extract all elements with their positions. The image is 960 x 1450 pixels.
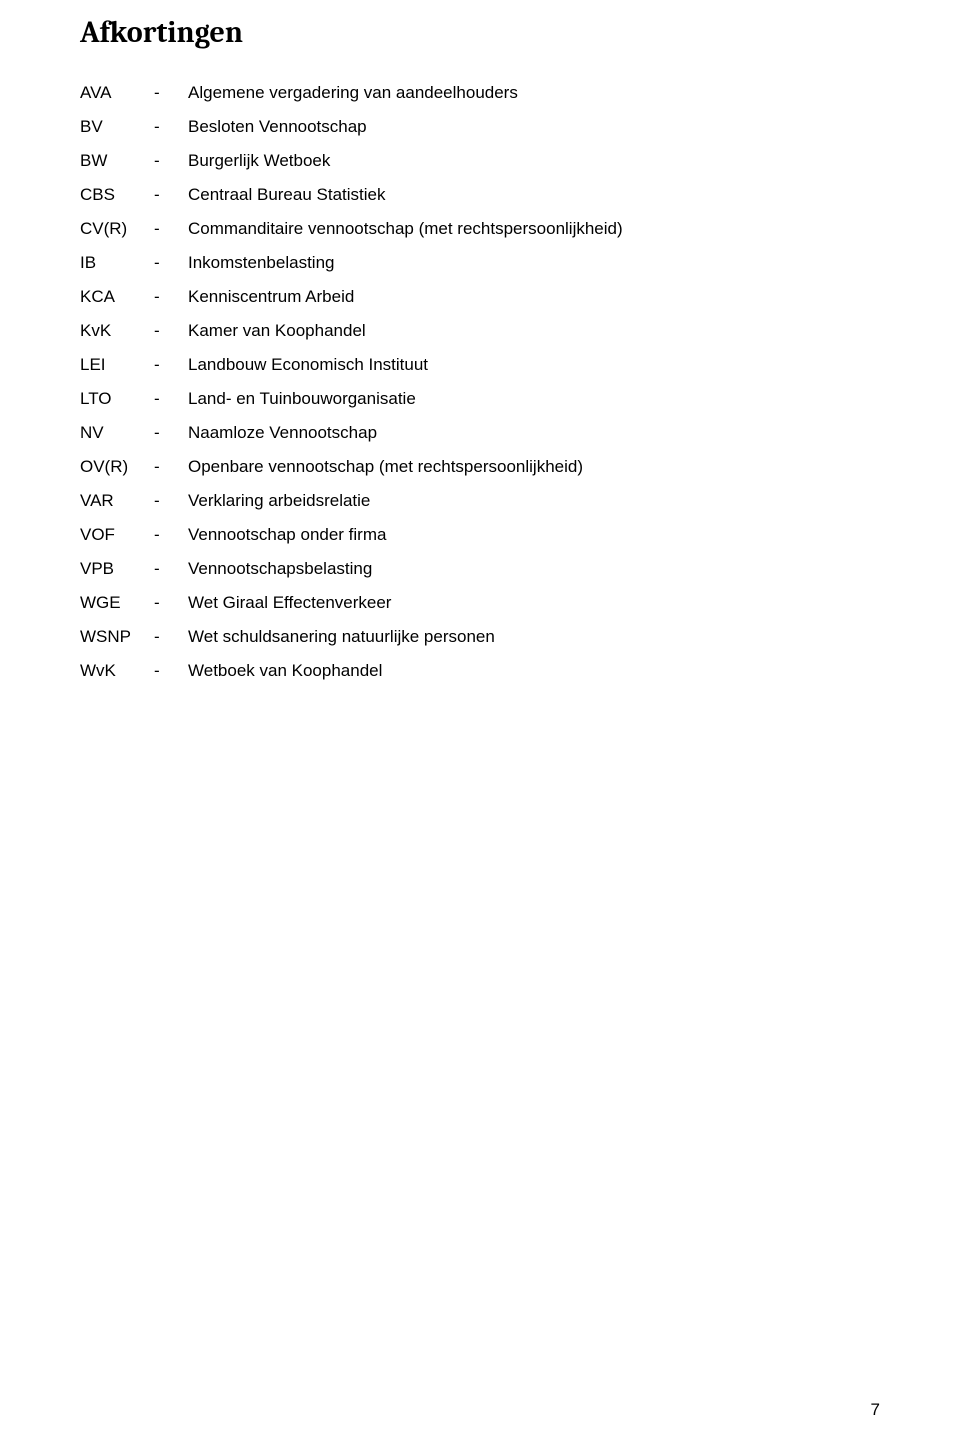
abbr-code: WvK bbox=[80, 654, 154, 688]
abbr-description: Wet schuldsanering natuurlijke personen bbox=[188, 620, 880, 654]
abbr-code: BV bbox=[80, 110, 154, 144]
table-row: NV - Naamloze Vennootschap bbox=[80, 416, 880, 450]
dash-separator: - bbox=[154, 382, 188, 416]
dash-separator: - bbox=[154, 450, 188, 484]
table-row: WSNP - Wet schuldsanering natuurlijke pe… bbox=[80, 620, 880, 654]
abbr-code: NV bbox=[80, 416, 154, 450]
abbr-description: Openbare vennootschap (met rechtspersoon… bbox=[188, 450, 880, 484]
dash-separator: - bbox=[154, 212, 188, 246]
abbr-code: KvK bbox=[80, 314, 154, 348]
table-row: BV - Besloten Vennootschap bbox=[80, 110, 880, 144]
table-row: IB - Inkomstenbelasting bbox=[80, 246, 880, 280]
abbr-code: LEI bbox=[80, 348, 154, 382]
table-row: LEI - Landbouw Economisch Instituut bbox=[80, 348, 880, 382]
table-row: LTO - Land- en Tuinbouworganisatie bbox=[80, 382, 880, 416]
dash-separator: - bbox=[154, 246, 188, 280]
dash-separator: - bbox=[154, 110, 188, 144]
dash-separator: - bbox=[154, 76, 188, 110]
table-row: KCA - Kenniscentrum Arbeid bbox=[80, 280, 880, 314]
abbr-description: Kenniscentrum Arbeid bbox=[188, 280, 880, 314]
abbr-code: CBS bbox=[80, 178, 154, 212]
abbr-description: Commanditaire vennootschap (met rechtspe… bbox=[188, 212, 880, 246]
dash-separator: - bbox=[154, 280, 188, 314]
page-title: Afkortingen bbox=[80, 15, 880, 50]
abbr-description: Kamer van Koophandel bbox=[188, 314, 880, 348]
table-row: WvK - Wetboek van Koophandel bbox=[80, 654, 880, 688]
page-number: 7 bbox=[871, 1400, 880, 1420]
abbr-code: OV(R) bbox=[80, 450, 154, 484]
abbr-description: Wet Giraal Effectenverkeer bbox=[188, 586, 880, 620]
table-row: BW - Burgerlijk Wetboek bbox=[80, 144, 880, 178]
abbr-description: Wetboek van Koophandel bbox=[188, 654, 880, 688]
table-row: WGE - Wet Giraal Effectenverkeer bbox=[80, 586, 880, 620]
abbr-code: LTO bbox=[80, 382, 154, 416]
abbr-description: Land- en Tuinbouworganisatie bbox=[188, 382, 880, 416]
abbr-code: KCA bbox=[80, 280, 154, 314]
abbr-code: BW bbox=[80, 144, 154, 178]
page: Afkortingen AVA - Algemene vergadering v… bbox=[0, 0, 960, 1450]
dash-separator: - bbox=[154, 620, 188, 654]
table-row: VAR - Verklaring arbeidsrelatie bbox=[80, 484, 880, 518]
abbr-code: VAR bbox=[80, 484, 154, 518]
dash-separator: - bbox=[154, 416, 188, 450]
table-row: VOF - Vennootschap onder firma bbox=[80, 518, 880, 552]
abbreviation-table: AVA - Algemene vergadering van aandeelho… bbox=[80, 76, 880, 688]
abbr-description: Landbouw Economisch Instituut bbox=[188, 348, 880, 382]
dash-separator: - bbox=[154, 144, 188, 178]
dash-separator: - bbox=[154, 586, 188, 620]
table-row: OV(R) - Openbare vennootschap (met recht… bbox=[80, 450, 880, 484]
abbr-description: Naamloze Vennootschap bbox=[188, 416, 880, 450]
abbr-description: Besloten Vennootschap bbox=[188, 110, 880, 144]
abbr-code: WGE bbox=[80, 586, 154, 620]
table-row: KvK - Kamer van Koophandel bbox=[80, 314, 880, 348]
table-row: CBS - Centraal Bureau Statistiek bbox=[80, 178, 880, 212]
abbr-description: Burgerlijk Wetboek bbox=[188, 144, 880, 178]
table-row: VPB - Vennootschapsbelasting bbox=[80, 552, 880, 586]
abbr-code: AVA bbox=[80, 76, 154, 110]
dash-separator: - bbox=[154, 518, 188, 552]
abbr-code: IB bbox=[80, 246, 154, 280]
abbr-description: Verklaring arbeidsrelatie bbox=[188, 484, 880, 518]
abbr-code: VPB bbox=[80, 552, 154, 586]
abbr-description: Vennootschapsbelasting bbox=[188, 552, 880, 586]
table-row: AVA - Algemene vergadering van aandeelho… bbox=[80, 76, 880, 110]
abbr-description: Algemene vergadering van aandeelhouders bbox=[188, 76, 880, 110]
abbr-description: Vennootschap onder firma bbox=[188, 518, 880, 552]
abbr-code: CV(R) bbox=[80, 212, 154, 246]
abbr-description: Inkomstenbelasting bbox=[188, 246, 880, 280]
dash-separator: - bbox=[154, 552, 188, 586]
abbr-code: WSNP bbox=[80, 620, 154, 654]
dash-separator: - bbox=[154, 314, 188, 348]
table-row: CV(R) - Commanditaire vennootschap (met … bbox=[80, 212, 880, 246]
dash-separator: - bbox=[154, 484, 188, 518]
dash-separator: - bbox=[154, 178, 188, 212]
abbr-code: VOF bbox=[80, 518, 154, 552]
dash-separator: - bbox=[154, 654, 188, 688]
abbr-description: Centraal Bureau Statistiek bbox=[188, 178, 880, 212]
dash-separator: - bbox=[154, 348, 188, 382]
